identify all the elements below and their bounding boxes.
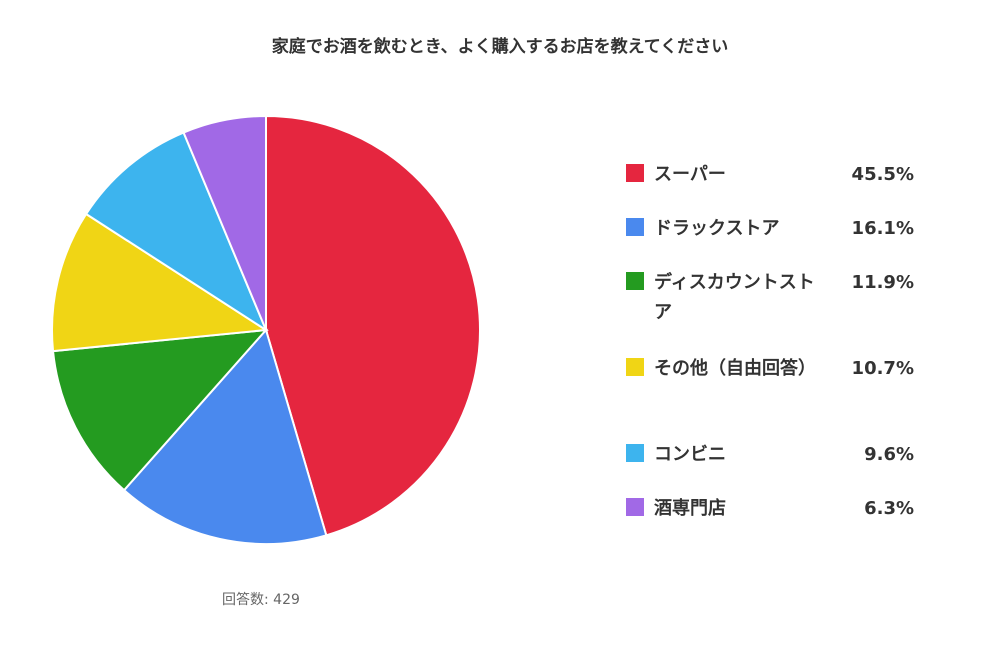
legend-value: 45.5% [851, 164, 914, 185]
legend-value: 11.9% [851, 272, 914, 293]
legend-label: コンビニ [654, 444, 726, 465]
respondent-count: 回答数: 429 [222, 592, 300, 608]
legend-label: 酒専門店 [654, 498, 726, 519]
pie-slice-1[interactable] [122, 327, 328, 545]
pie-slice-3[interactable] [51, 212, 269, 353]
pie-slice-2[interactable] [51, 328, 269, 492]
chart-title: 家庭でお酒を飲むとき、よく購入するお店を教えてください [271, 37, 729, 57]
pie-slice-5[interactable] [182, 114, 267, 331]
legend-swatch [626, 444, 644, 462]
legend-swatch [626, 272, 644, 290]
legend-label: スーパー [654, 164, 726, 185]
legend-swatch [626, 218, 644, 236]
legend-value: 16.1% [851, 218, 914, 239]
legend-value: 9.6% [864, 444, 914, 465]
legend-swatch [626, 358, 644, 376]
legend-value: 10.7% [851, 358, 914, 379]
pie-slice-0[interactable] [265, 114, 481, 537]
legend-value: 6.3% [864, 498, 914, 519]
legend-label: ディスカウントストア [654, 272, 815, 323]
legend-label: ドラックストア [654, 218, 780, 239]
legend-swatch [626, 498, 644, 516]
legend-label: その他（自由回答） [654, 358, 816, 379]
pie-slice-4[interactable] [84, 131, 269, 333]
legend-swatch [626, 164, 644, 182]
